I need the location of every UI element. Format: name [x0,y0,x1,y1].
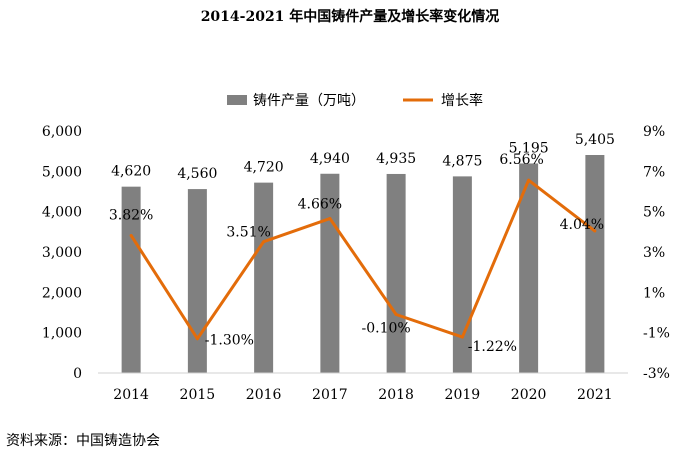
left-tick-label: 5,000 [42,164,82,180]
x-tick-label: 2017 [312,387,348,403]
left-axis: 0 1,000 2,000 3,000 4,000 5,000 6,000 [42,124,82,382]
x-tick-label: 2015 [180,387,216,403]
legend: 铸件产量（万吨） 增长率 [227,92,483,109]
growth-value-label: 3.82% [109,207,153,223]
chart-title: 2014-2021 年中国铸件产量及增长率变化情况 [200,9,500,25]
growth-point [593,229,597,233]
growth-value-label: -1.22% [468,339,517,355]
growth-value-label: 3.51% [226,225,270,241]
growth-line [129,178,596,341]
right-tick-label: -1% [643,326,670,342]
right-tick-label: 1% [643,285,665,301]
bar [187,189,207,373]
bar-labels: 4,620 4,560 4,720 4,940 4,935 4,875 5,195 5,405 [111,132,615,182]
right-axis: -3% -1% 1% 3% 5% 7% 9% [643,124,670,382]
growth-value-label: -0.10% [362,321,411,337]
growth-point [195,337,199,341]
growth-point [129,233,133,237]
right-tick-label: 3% [643,245,665,261]
x-tick-label: 2019 [445,387,481,403]
x-tick-label: 2021 [577,387,613,403]
growth-value-label: -1.30% [205,333,254,349]
right-tick-label: 5% [643,205,665,221]
growth-point [394,313,398,317]
legend-label-line: 增长率 [441,92,483,109]
left-tick-label: 4,000 [42,205,82,221]
bar [254,182,274,373]
bar [386,173,406,373]
growth-value-label: 4.04% [560,217,604,233]
bar-value-label: 4,940 [310,151,350,167]
x-axis: 2014 2015 2016 2017 2018 2019 2020 2021 [98,372,628,403]
x-tick-label: 2014 [113,387,149,403]
right-tick-label: -3% [643,366,670,382]
x-tick-label: 2020 [511,387,547,403]
source-note: 资料来源：中国铸造协会 [6,433,160,449]
bar-value-label: 4,620 [111,164,151,180]
legend-swatch-bar [227,95,247,105]
left-tick-label: 2,000 [42,285,82,301]
right-tick-label: 7% [643,164,665,180]
bar-value-label: 5,405 [575,132,615,148]
bar-value-label: 5,195 [509,140,549,156]
growth-value-label: 6.56% [499,152,543,168]
left-tick-label: 6,000 [42,124,82,140]
bar-value-label: 4,720 [244,160,284,176]
growth-point [262,240,266,244]
bar [121,186,141,373]
bar-value-label: 4,560 [177,166,217,182]
x-tick-label: 2018 [378,387,414,403]
left-tick-label: 1,000 [42,326,82,342]
bar [585,154,605,373]
growth-value-label: 4.66% [298,197,342,213]
legend-label-bar: 铸件产量（万吨） [253,93,365,109]
line-series [129,178,597,341]
growth-point [527,178,531,182]
growth-point [460,335,464,339]
left-tick-label: 0 [73,366,82,382]
bar-value-label: 4,935 [376,151,416,167]
right-tick-label: 9% [643,124,665,140]
bar-value-label: 4,875 [442,153,482,169]
bar [519,163,539,373]
left-tick-label: 3,000 [42,245,82,261]
x-tick-label: 2016 [246,387,282,403]
growth-point [328,217,332,221]
line-labels: 3.82% -1.30% 3.51% 4.66% -0.10% -1.22% 6.56% 4.… [109,152,604,355]
